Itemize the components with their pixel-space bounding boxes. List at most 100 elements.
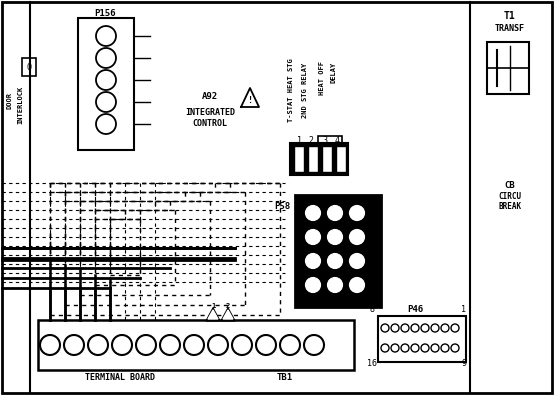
Text: 1: 1 [211,303,215,309]
Bar [487,42,529,94]
Circle shape [88,335,108,355]
Text: 2: 2 [103,97,109,107]
Circle shape [96,92,116,112]
Bar [294,146,304,172]
Circle shape [64,335,84,355]
Polygon shape [221,308,235,321]
Text: 7: 7 [355,256,360,265]
Text: !: ! [248,96,253,105]
Polygon shape [241,88,259,107]
Bar [38,320,354,370]
Text: 1: 1 [103,119,109,129]
Text: TERMINAL BOARD: TERMINAL BOARD [85,374,155,382]
Polygon shape [223,310,233,319]
Text: 1: 1 [296,135,301,145]
Circle shape [348,252,366,270]
Text: 6: 6 [310,233,315,241]
Circle shape [96,114,116,134]
Text: O: O [27,62,32,71]
Text: 2: 2 [226,303,230,309]
Circle shape [160,335,180,355]
Circle shape [304,276,322,294]
Text: W1: W1 [46,342,54,348]
Circle shape [381,344,389,352]
Circle shape [431,324,439,332]
Circle shape [441,324,449,332]
Text: DOOR: DOOR [7,92,13,109]
Bar [295,195,381,307]
Circle shape [136,335,156,355]
Circle shape [421,344,429,352]
Polygon shape [208,310,218,319]
Circle shape [401,344,409,352]
Text: 2: 2 [332,209,337,218]
Text: T-STAT HEAT STG: T-STAT HEAT STG [288,58,294,122]
Bar [336,146,346,172]
Text: CIRCU: CIRCU [499,192,521,201]
Text: 3: 3 [322,135,327,145]
Circle shape [304,335,324,355]
Text: 4: 4 [335,135,340,145]
Circle shape [184,335,204,355]
Bar [290,143,348,175]
Text: INTEGRATED: INTEGRATED [185,107,235,117]
Circle shape [256,335,276,355]
Text: 0: 0 [355,280,360,290]
Text: 9: 9 [310,256,315,265]
Circle shape [112,335,132,355]
Circle shape [208,335,228,355]
Circle shape [411,344,419,352]
Text: 1: 1 [355,209,360,218]
Text: 4: 4 [103,53,109,63]
Circle shape [411,324,419,332]
Bar [78,18,134,150]
Text: R: R [192,342,196,348]
Circle shape [280,335,300,355]
Text: G: G [96,342,100,348]
Bar [322,146,332,172]
Text: 3: 3 [103,75,109,85]
Circle shape [326,228,344,246]
Circle shape [431,344,439,352]
Text: A92: A92 [202,92,218,100]
Text: 3: 3 [310,209,315,218]
Circle shape [451,344,459,352]
Circle shape [326,252,344,270]
Text: 8: 8 [370,305,375,314]
Circle shape [391,324,399,332]
Text: 16: 16 [367,359,377,367]
Text: D: D [288,342,292,348]
Circle shape [348,276,366,294]
Text: DS: DS [310,342,318,348]
Bar [318,136,342,144]
Bar [308,146,318,172]
Circle shape [391,344,399,352]
Circle shape [304,204,322,222]
Polygon shape [206,308,220,321]
Circle shape [304,252,322,270]
Text: TRANSF: TRANSF [495,23,525,32]
Text: 2: 2 [310,280,315,290]
Text: TB1: TB1 [277,374,293,382]
Text: 1: 1 [216,342,220,348]
Text: !: ! [211,314,215,320]
Circle shape [421,324,429,332]
Text: HEAT OFF: HEAT OFF [319,61,325,95]
Text: 1: 1 [461,305,466,314]
Text: BREAK: BREAK [499,201,521,211]
Text: 5: 5 [103,31,109,41]
Text: CONTROL: CONTROL [192,118,228,128]
Text: 5: 5 [332,233,337,241]
Circle shape [348,204,366,222]
Text: 9: 9 [461,359,466,367]
Text: 8: 8 [332,256,337,265]
Text: P156: P156 [94,9,116,17]
Text: !: ! [226,314,230,320]
Text: T1: T1 [504,11,516,21]
Text: C: C [168,342,172,348]
Circle shape [304,228,322,246]
Circle shape [381,324,389,332]
Circle shape [326,204,344,222]
Circle shape [232,335,252,355]
Bar [22,58,36,76]
